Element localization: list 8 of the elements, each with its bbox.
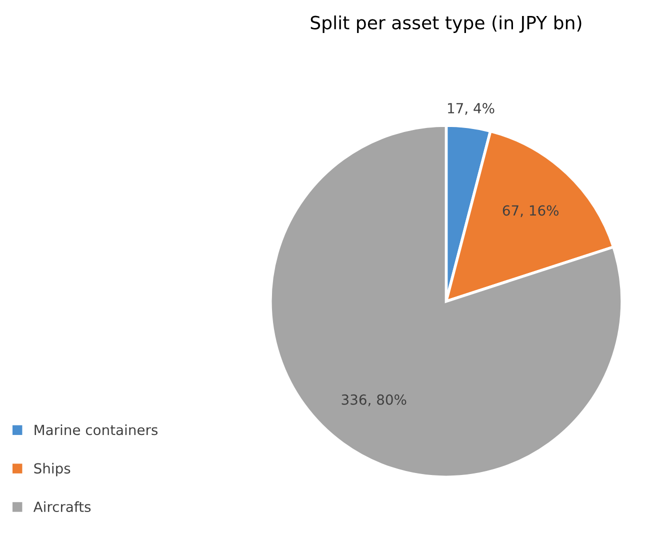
pie-slice [269, 124, 624, 478]
legend-label: Marine containers [34, 424, 158, 436]
data-label: 67, 16% [502, 205, 559, 218]
legend-label: Ships [34, 462, 70, 476]
data-label: 336, 80% [342, 394, 406, 406]
chart-title: Split per asset type (in JPY bn) [310, 15, 582, 33]
legend-label: Aircrafts [33, 501, 91, 512]
data-label: 17, 4% [448, 102, 494, 115]
